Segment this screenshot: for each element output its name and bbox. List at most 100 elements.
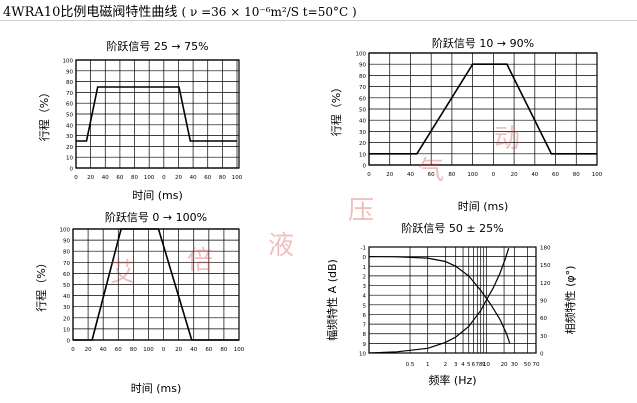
x-tick-label: 0.5 <box>406 362 415 368</box>
y-tick-label: 1 <box>363 265 367 271</box>
y2-tick-label: 30 <box>540 334 547 340</box>
y-tick-label: 10 <box>66 156 73 162</box>
y2-tick-label: 150 <box>540 263 551 269</box>
x-tick-label: 80 <box>448 172 455 178</box>
y-tick-label: 30 <box>63 305 70 311</box>
y-tick-label: 8 <box>363 332 367 338</box>
x-tick-label: 20 <box>85 347 92 353</box>
x-tick-label: 8 <box>479 362 483 368</box>
y-tick-label: 7 <box>363 323 367 329</box>
x-tick-label: 40 <box>190 175 197 181</box>
x-tick-label: 3 <box>454 362 458 368</box>
x-tick-label: 50 <box>524 362 531 368</box>
stroke-curve <box>73 228 239 341</box>
x-axis-label: 时间 (ms) <box>458 200 509 213</box>
phase-curve <box>368 248 510 354</box>
model-number: 4WRA10 <box>3 5 61 20</box>
x-tick-label: 30 <box>511 362 518 368</box>
y-tick-label: 30 <box>359 130 366 136</box>
y-tick-label: 20 <box>359 141 366 147</box>
y-tick-label: 0 <box>363 255 367 261</box>
y-tick-label: 100 <box>60 228 71 234</box>
y-tick-label: 50 <box>66 113 73 119</box>
y-tick-label: 60 <box>63 272 70 278</box>
x-tick-label: 100 <box>234 347 245 353</box>
x-tick-label: 60 <box>116 175 123 181</box>
y2-tick-label: 60 <box>540 316 547 322</box>
x-tick-label: 0 <box>74 175 78 181</box>
y-tick-label: 40 <box>359 119 366 125</box>
y-tick-label: 90 <box>66 69 73 75</box>
watermark-char-3: 液 <box>268 231 295 261</box>
amplitude-curve <box>368 256 511 344</box>
y-tick-label: 5 <box>363 303 367 309</box>
plot-frame <box>368 52 598 166</box>
x-tick-label: 40 <box>531 172 538 178</box>
stroke-curve <box>369 63 597 155</box>
test-conditions: ( ν =36 × 10⁻⁶m²/S t=50°C ) <box>181 5 357 19</box>
x-axis-label: 时间 (ms) <box>131 382 182 395</box>
y-axis-label: 幅频特性 A (dB) <box>325 259 339 341</box>
y-tick-label: 10 <box>359 352 366 358</box>
y-tick-label: 90 <box>359 63 366 69</box>
y-tick-label: 80 <box>66 80 73 86</box>
y-tick-label: 4 <box>363 294 367 300</box>
y-tick-label: 50 <box>63 283 70 289</box>
x-tick-label: 20 <box>501 362 508 368</box>
x-tick-label: 9 <box>482 362 486 368</box>
y-tick-label: 6 <box>363 313 367 319</box>
y2-tick-label: 0 <box>540 352 544 358</box>
watermark-char-1: 艾 <box>110 258 137 288</box>
x-tick-label: 2 <box>444 362 448 368</box>
x-tick-label: 40 <box>407 172 414 178</box>
x-tick-label: 60 <box>428 172 435 178</box>
x-tick-label: 20 <box>386 172 393 178</box>
page-title: 4WRA10比例电磁阀特性曲线 ( ν =36 × 10⁻⁶m²/S t=50°… <box>3 1 633 20</box>
chart-title: 阶跃信号 10 → 90% <box>432 36 534 50</box>
x-tick-label: 40 <box>102 175 109 181</box>
chart-title: 阶跃信号 25 → 75% <box>106 39 208 53</box>
watermark-char-4: 压 <box>348 196 375 226</box>
x-tick-label: 5 <box>467 362 471 368</box>
chart-title: 阶跃信号 50 ± 25% <box>401 221 503 235</box>
watermark-char-6: 动 <box>494 124 521 154</box>
x-axis-label: 时间 (ms) <box>132 189 183 202</box>
x-tick-label: 1 <box>426 362 430 368</box>
x-tick-label: 60 <box>115 347 122 353</box>
y-tick-label: 60 <box>359 96 366 102</box>
x-tick-label: 70 <box>533 362 540 368</box>
y-tick-label: 2 <box>363 274 367 280</box>
x-tick-label: 0 <box>492 172 496 178</box>
y-axis-label: 行程（%） <box>330 82 343 136</box>
y-tick-label: 70 <box>359 85 366 91</box>
x-tick-label: 80 <box>219 175 226 181</box>
y2-tick-label: 180 <box>540 246 551 252</box>
x-tick-label: 60 <box>205 347 212 353</box>
y-tick-label: 0 <box>70 167 74 173</box>
y-tick-label: 40 <box>66 123 73 129</box>
y2-tick-label: 90 <box>540 299 547 305</box>
plot-frame <box>75 59 240 169</box>
watermark-char-5: 气 <box>418 156 445 186</box>
x-tick-label: 7 <box>476 362 480 368</box>
y-tick-label: 20 <box>63 316 70 322</box>
x-tick-label: 20 <box>511 172 518 178</box>
y-tick-label: 90 <box>63 239 70 245</box>
y-tick-label: 80 <box>63 250 70 256</box>
x-tick-label: 0 <box>162 175 166 181</box>
x-tick-label: 4 <box>461 362 465 368</box>
x-tick-label: 100 <box>232 175 243 181</box>
y-tick-label: 80 <box>359 74 366 80</box>
x-tick-label: 100 <box>143 347 154 353</box>
x-tick-label: 20 <box>87 175 94 181</box>
title-text: 比例电磁阀特性曲线 <box>60 5 178 20</box>
x-tick-label: 10 <box>483 362 490 368</box>
y-tick-label: 40 <box>63 294 70 300</box>
stroke-curve <box>76 86 237 142</box>
x-axis-label: 频率 (Hz) <box>428 373 476 387</box>
x-tick-label: 20 <box>175 347 182 353</box>
x-tick-label: 6 <box>472 362 476 368</box>
